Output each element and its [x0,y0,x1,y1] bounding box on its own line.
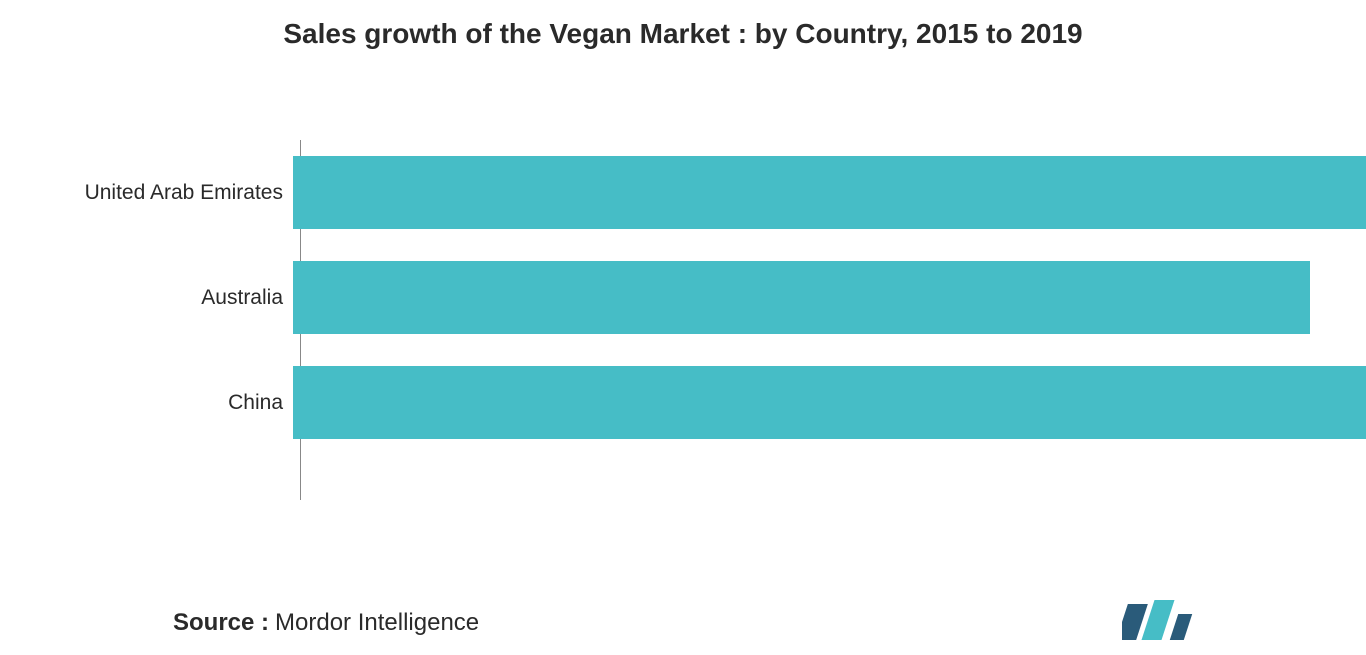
bar-row: Australia [0,245,1366,350]
category-label-text: United Arab Emirates [85,181,283,204]
source-value: Mordor Intelligence [275,609,479,637]
bar-track [293,261,1366,334]
bar-fill [293,261,1310,334]
category-label-text: China [228,391,283,414]
bar-fill [293,156,1366,229]
source-label: Source : [173,609,269,637]
bar-track [293,366,1366,439]
category-label: Australia [0,286,293,310]
chart-plot-area: United Arab Emirates Australia China [0,140,1366,500]
bar-row: United Arab Emirates [0,140,1366,245]
bar-track [293,156,1366,229]
category-label: United Arab Emirates [0,181,293,205]
bar-row: China [0,350,1366,455]
category-label-text: Australia [201,286,283,309]
bar-fill [293,366,1366,439]
brand-logo-icon [1122,600,1196,640]
category-label: China [0,391,293,415]
chart-title: Sales growth of the Vegan Market : by Co… [0,0,1366,60]
